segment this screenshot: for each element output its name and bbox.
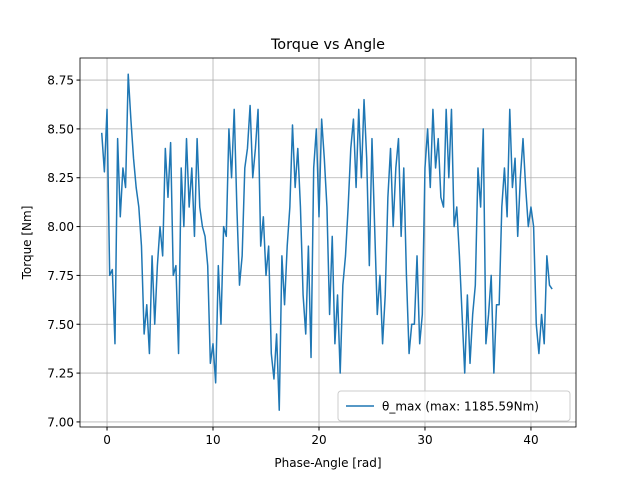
y-tick-label: 8.75 xyxy=(47,74,74,88)
y-tick-label: 8.50 xyxy=(47,122,74,136)
line-series xyxy=(100,73,553,411)
y-tick-label: 8.25 xyxy=(47,171,74,185)
y-tick-label: 8.00 xyxy=(47,220,74,234)
legend-box xyxy=(337,390,571,422)
chart-title: Torque vs Angle xyxy=(270,37,385,53)
y-tick-label: 7.75 xyxy=(47,269,74,283)
x-tick-label: 30 xyxy=(417,433,432,447)
x-axis-label: Phase-Angle [rad] xyxy=(274,456,381,470)
y-tick-label: 7.00 xyxy=(47,415,74,429)
x-tick-label: 20 xyxy=(311,433,326,447)
x-tick-label: 40 xyxy=(523,433,538,447)
y-tick-label: 7.50 xyxy=(47,318,74,332)
y-tick-label: 7.25 xyxy=(47,367,74,381)
x-tick-label: 10 xyxy=(205,433,220,447)
x-tick-label: 0 xyxy=(103,433,111,447)
legend-label: θ_max (max: 1185.59Nm) xyxy=(382,400,539,414)
plot-frame xyxy=(79,57,577,428)
y-axis-label: Torque [Nm] xyxy=(20,206,34,281)
